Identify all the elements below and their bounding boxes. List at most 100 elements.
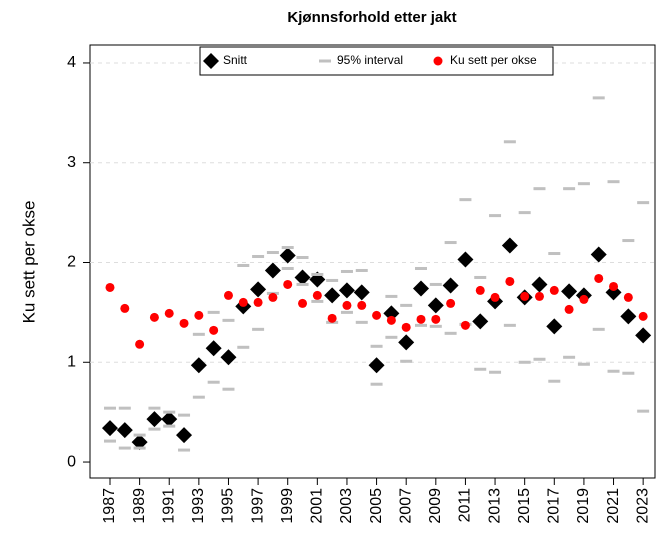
point [368, 357, 385, 374]
interval-low [429, 324, 442, 328]
interval-low [622, 371, 635, 375]
point [457, 251, 474, 268]
point [413, 280, 430, 297]
interval-low [503, 323, 516, 327]
interval-low [133, 446, 146, 450]
point [534, 291, 544, 301]
point [609, 281, 619, 291]
point [620, 308, 637, 325]
point [427, 297, 444, 314]
interval-low [148, 427, 161, 431]
interval-high [429, 282, 442, 286]
point [205, 340, 222, 357]
interval-low [370, 382, 383, 386]
point [579, 294, 589, 304]
x-tick-label: 1997 [249, 488, 266, 524]
point [105, 282, 115, 292]
interval-high [281, 246, 294, 250]
x-tick-label: 2017 [546, 488, 563, 524]
interval-high [252, 255, 265, 259]
interval-high [607, 180, 620, 184]
point [298, 298, 308, 308]
x-tick-label: 1999 [279, 488, 296, 524]
y-tick-label: 0 [67, 453, 76, 470]
interval-high [370, 344, 383, 348]
point [401, 322, 411, 332]
y-tick-label: 2 [67, 254, 76, 271]
interval-high [415, 266, 428, 270]
point [398, 334, 415, 351]
interval-low [548, 379, 561, 383]
x-tick-label: 2019 [575, 488, 592, 524]
point [353, 284, 370, 301]
point [442, 277, 459, 294]
legend-label: Snitt [223, 53, 248, 67]
interval-high [222, 318, 235, 322]
interval-low [281, 266, 294, 270]
point [372, 310, 382, 320]
point [594, 273, 604, 283]
interval-high [266, 251, 279, 255]
interval-high [296, 256, 309, 260]
point [324, 287, 341, 304]
y-tick-label: 1 [67, 353, 76, 370]
interval-high [533, 187, 546, 191]
x-tick-label: 2023 [634, 488, 651, 524]
interval-low [118, 446, 131, 450]
interval-high [459, 198, 472, 202]
point [549, 285, 559, 295]
interval-high [577, 182, 590, 186]
point [475, 285, 485, 295]
point [279, 247, 296, 264]
point [146, 411, 163, 428]
interval-high [548, 252, 561, 256]
x-tick-label: 1987 [101, 488, 118, 524]
interval-high [474, 275, 487, 279]
interval-low [444, 331, 457, 335]
x-tick-label: 1993 [190, 488, 207, 524]
y-axis-label: Ku sett per okse [19, 201, 38, 324]
point [416, 314, 426, 324]
point [268, 292, 278, 302]
point [342, 300, 352, 310]
legend-label: Ku sett per okse [450, 53, 537, 67]
point [190, 357, 207, 374]
interval-low [252, 327, 265, 331]
point [223, 290, 233, 300]
point [357, 300, 367, 310]
interval-low [415, 323, 428, 327]
interval-high [503, 140, 516, 144]
interval-low [385, 335, 398, 339]
x-tick-label: 2009 [427, 488, 444, 524]
interval-high [311, 272, 324, 276]
interval-high [563, 187, 576, 191]
point [194, 310, 204, 320]
point [327, 313, 337, 323]
point [338, 282, 355, 299]
interval-high [592, 96, 605, 100]
interval-low [178, 448, 191, 452]
point [253, 297, 263, 307]
point [250, 281, 267, 298]
interval-high [622, 239, 635, 243]
point [564, 304, 574, 314]
point [386, 315, 396, 325]
interval-low [103, 439, 116, 443]
legend-box [199, 46, 554, 76]
x-tick-label: 2013 [486, 488, 503, 524]
y-tick-label: 3 [67, 154, 76, 171]
point [209, 325, 219, 335]
point [116, 422, 133, 439]
interval-low [607, 369, 620, 373]
x-tick-label: 2003 [338, 488, 355, 524]
x-tick-label: 2021 [605, 488, 622, 524]
interval-high [400, 303, 413, 307]
point [220, 349, 237, 366]
interval-high [103, 406, 116, 410]
legend-label: 95% interval [337, 53, 403, 67]
point [531, 276, 548, 293]
interval-low [474, 367, 487, 371]
interval-high [148, 406, 161, 410]
x-tick-label: 2015 [516, 488, 533, 524]
point [176, 427, 193, 444]
